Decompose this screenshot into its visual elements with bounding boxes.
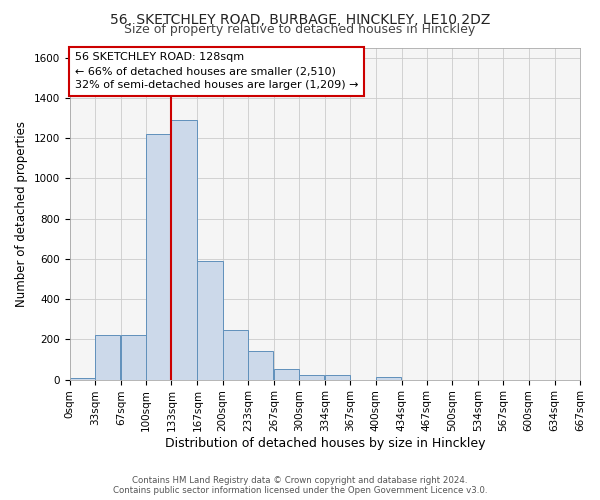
Bar xyxy=(172,120,197,380)
Text: Contains HM Land Registry data © Crown copyright and database right 2024.
Contai: Contains HM Land Registry data © Crown c… xyxy=(113,476,487,495)
Bar xyxy=(95,336,120,380)
Bar xyxy=(274,368,299,380)
Bar xyxy=(223,330,248,380)
Bar xyxy=(70,378,95,380)
Bar xyxy=(146,134,172,380)
Y-axis label: Number of detached properties: Number of detached properties xyxy=(15,120,28,306)
Bar xyxy=(299,374,325,380)
Bar xyxy=(325,374,350,380)
Bar xyxy=(197,261,223,380)
Bar xyxy=(248,352,273,380)
X-axis label: Distribution of detached houses by size in Hinckley: Distribution of detached houses by size … xyxy=(164,437,485,450)
Bar xyxy=(376,376,401,380)
Bar xyxy=(121,336,146,380)
Text: Size of property relative to detached houses in Hinckley: Size of property relative to detached ho… xyxy=(124,22,476,36)
Text: 56, SKETCHLEY ROAD, BURBAGE, HINCKLEY, LE10 2DZ: 56, SKETCHLEY ROAD, BURBAGE, HINCKLEY, L… xyxy=(110,12,490,26)
Text: 56 SKETCHLEY ROAD: 128sqm
← 66% of detached houses are smaller (2,510)
32% of se: 56 SKETCHLEY ROAD: 128sqm ← 66% of detac… xyxy=(74,52,358,90)
